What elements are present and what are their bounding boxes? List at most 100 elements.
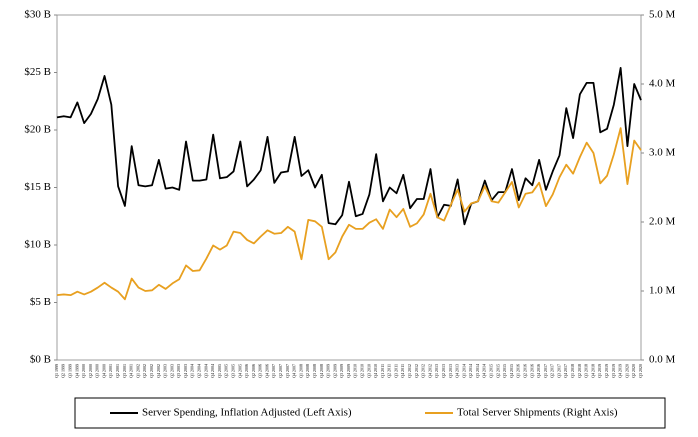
- x-tick-label: Q1 2019: [597, 364, 602, 378]
- series-line: [56, 67, 642, 226]
- x-tick-label: Q1 2008: [298, 364, 303, 378]
- x-tick-label: Q3 2001: [122, 364, 127, 378]
- series-line: [56, 127, 642, 301]
- x-tick-label: Q4 2002: [156, 364, 161, 378]
- x-tick-label: Q3 2019: [611, 364, 616, 378]
- x-tick-label: Q2 2017: [550, 364, 555, 378]
- x-tick-label: Q2 2020: [631, 364, 636, 378]
- x-tick-label: Q1 2011: [380, 364, 385, 378]
- y-tick-label: $5 B: [30, 296, 51, 308]
- x-tick-label: Q3 2013: [448, 364, 453, 378]
- legend-label: Total Server Shipments (Right Axis): [457, 407, 618, 419]
- x-tick-label: Q4 2010: [373, 364, 378, 378]
- y-tick-label: $0 B: [30, 354, 51, 366]
- x-tick-label: Q1 2010: [353, 364, 358, 378]
- x-tick-label: Q4 2003: [183, 364, 188, 378]
- y-tick-label: $30 B: [24, 9, 51, 21]
- x-tick-label: Q4 2012: [427, 364, 432, 378]
- x-tick-label: Q2 2011: [387, 364, 392, 378]
- y-tick-label: $10 B: [24, 239, 51, 251]
- x-tick-label: Q3 2011: [393, 364, 398, 378]
- legend-label: Server Spending, Inflation Adjusted (Lef…: [142, 407, 352, 419]
- y-tick-label: $20 B: [24, 124, 51, 136]
- x-tick-label: Q3 2006: [258, 364, 263, 378]
- x-tick-label: Q3 2004: [203, 364, 208, 378]
- y2-tick-label: 0.0 M: [649, 354, 676, 366]
- x-tick-label: Q3 2010: [366, 364, 371, 378]
- x-tick-label: Q2 2005: [224, 364, 229, 378]
- x-tick-label: Q2 2006: [251, 364, 256, 378]
- x-tick-label: Q4 2004: [210, 364, 215, 378]
- x-tick-label: Q4 2013: [455, 364, 460, 378]
- x-tick-label: Q4 1999: [74, 364, 79, 378]
- x-tick-label: Q3 2005: [230, 364, 235, 378]
- x-tick-label: Q1 2009: [326, 364, 331, 378]
- x-tick-label: Q3 2012: [421, 364, 426, 378]
- x-tick-label: Q2 2015: [495, 364, 500, 378]
- x-tick-label: Q1 2014: [461, 364, 466, 378]
- x-tick-label: Q1 2001: [108, 364, 113, 378]
- x-tick-label: Q1 2000: [81, 364, 86, 378]
- x-tick-label: Q4 2011: [400, 364, 405, 378]
- x-tick-label: Q3 2020: [638, 364, 643, 378]
- x-tick-label: Q3 2015: [502, 364, 507, 378]
- x-tick-label: Q4 2008: [319, 364, 324, 378]
- y2-tick-label: 3.0 M: [649, 147, 676, 159]
- x-tick-label: Q1 2013: [434, 364, 439, 378]
- x-tick-label: Q2 2009: [332, 364, 337, 378]
- x-tick-label: Q2 1999: [61, 364, 66, 378]
- x-tick-label: Q1 2006: [244, 364, 249, 378]
- legend-box: [74, 397, 666, 429]
- y2-tick-label: 4.0 M: [649, 78, 676, 90]
- x-tick-label: Q4 2019: [618, 364, 623, 378]
- x-tick-label: Q1 2012: [407, 364, 412, 378]
- x-tick-label: Q2 2003: [169, 364, 174, 378]
- x-tick-label: Q2 2010: [360, 364, 365, 378]
- x-tick-label: Q2 2000: [88, 364, 93, 378]
- x-tick-label: Q4 2006: [264, 364, 269, 378]
- x-tick-label: Q4 2014: [482, 364, 487, 378]
- y2-tick-label: 1.0 M: [649, 285, 676, 297]
- x-tick-label: Q4 2018: [590, 364, 595, 378]
- y-tick-label: $25 B: [24, 66, 51, 78]
- x-tick-label: Q4 2016: [536, 364, 541, 378]
- x-tick-label: Q4 2009: [346, 364, 351, 378]
- x-tick-label: Q1 2018: [570, 364, 575, 378]
- x-tick-label: Q3 2002: [149, 364, 154, 378]
- x-tick-label: Q4 2005: [237, 364, 242, 378]
- x-tick-label: Q3 2003: [176, 364, 181, 378]
- x-tick-label: Q1 2017: [543, 364, 548, 378]
- x-tick-label: Q1 2005: [217, 364, 222, 378]
- x-tick-label: Q2 2013: [441, 364, 446, 378]
- x-tick-label: Q2 2018: [577, 364, 582, 378]
- x-tick-label: Q2 2012: [414, 364, 419, 378]
- x-tick-label: Q4 2015: [509, 364, 514, 378]
- x-tick-label: Q1 1999: [54, 364, 59, 378]
- x-tick-label: Q2 2014: [468, 364, 473, 378]
- x-tick-label: Q4 2000: [101, 364, 106, 378]
- x-tick-label: Q2 2007: [278, 364, 283, 378]
- x-tick-label: Q2 2004: [197, 364, 202, 378]
- x-tick-label: Q3 2016: [529, 364, 534, 378]
- x-tick-label: Q4 2001: [129, 364, 134, 378]
- x-tick-label: Q2 2001: [115, 364, 120, 378]
- x-tick-label: Q2 2002: [142, 364, 147, 378]
- x-tick-label: Q3 2007: [285, 364, 290, 378]
- x-tick-label: Q1 2015: [489, 364, 494, 378]
- x-tick-label: Q1 2004: [190, 364, 195, 378]
- x-tick-label: Q2 2016: [522, 364, 527, 378]
- x-tick-label: Q1 2002: [135, 364, 140, 378]
- x-tick-label: Q3 2009: [339, 364, 344, 378]
- x-tick-label: Q3 2014: [475, 364, 480, 378]
- x-tick-label: Q3 2008: [312, 364, 317, 378]
- plot-frame: [56, 14, 642, 361]
- x-tick-label: Q4 2007: [292, 364, 297, 378]
- x-tick-label: Q1 2007: [271, 364, 276, 378]
- x-tick-label: Q3 2018: [584, 364, 589, 378]
- x-tick-label: Q1 2003: [163, 364, 168, 378]
- x-tick-label: Q1 2016: [516, 364, 521, 378]
- x-tick-label: Q2 2019: [604, 364, 609, 378]
- x-tick-label: Q1 2020: [624, 364, 629, 378]
